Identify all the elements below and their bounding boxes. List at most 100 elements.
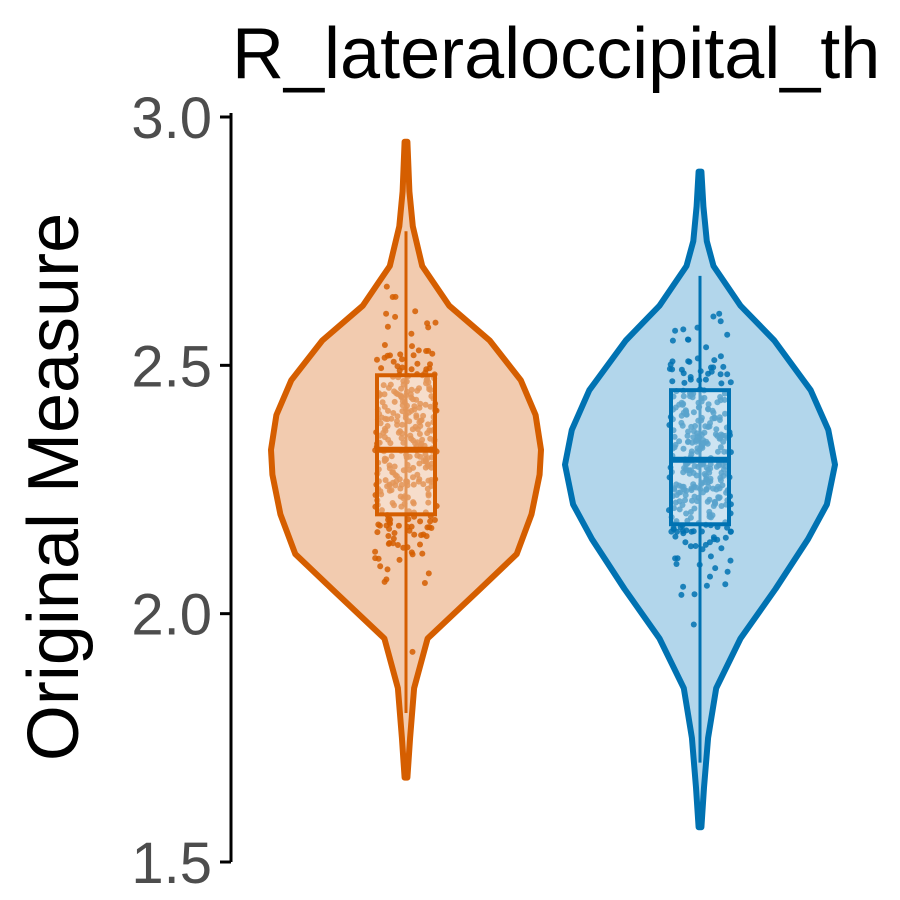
data-point (378, 507, 385, 514)
data-point (411, 406, 418, 413)
data-point (692, 543, 699, 549)
data-point (415, 347, 422, 354)
data-point (669, 378, 676, 385)
data-point (692, 423, 699, 429)
data-point (408, 435, 415, 442)
data-point (398, 385, 405, 392)
data-point (691, 463, 698, 469)
data-point (409, 551, 416, 558)
data-point (416, 460, 423, 467)
data-point (417, 541, 423, 548)
data-point (676, 438, 683, 445)
data-point (394, 363, 401, 370)
data-point (682, 492, 689, 499)
data-point (415, 478, 422, 485)
data-point (419, 550, 426, 557)
data-point (410, 500, 417, 507)
data-point (421, 580, 428, 586)
data-point (397, 351, 404, 358)
chart-title: R_lateraloccipital_th (232, 14, 880, 94)
data-point (715, 448, 721, 455)
data-point (416, 431, 423, 437)
data-point (716, 417, 723, 423)
data-point (424, 430, 431, 437)
data-point (385, 516, 392, 523)
data-point (694, 355, 701, 362)
data-point (394, 391, 401, 398)
data-point (383, 310, 390, 317)
data-point (703, 486, 710, 493)
data-point (687, 514, 694, 521)
y-axis-ticks: 1.5 2.0 2.5 3.0 (131, 86, 231, 896)
data-point (410, 481, 417, 488)
data-point (722, 581, 729, 588)
data-point (688, 467, 694, 474)
data-point (424, 320, 431, 327)
data-point (727, 528, 734, 535)
data-point (416, 404, 423, 411)
data-point (694, 445, 701, 452)
data-point (707, 573, 713, 580)
data-point (392, 293, 399, 300)
data-point (390, 540, 396, 547)
data-point (408, 366, 415, 373)
data-point (710, 534, 717, 541)
data-point (680, 583, 687, 590)
data-point (703, 472, 709, 479)
violin-group-2 (562, 168, 838, 831)
data-point (724, 371, 731, 378)
data-point (694, 324, 701, 331)
data-point (374, 529, 381, 536)
data-point (400, 467, 407, 474)
data-point (667, 361, 674, 368)
data-point (701, 429, 708, 436)
data-point (688, 448, 695, 455)
data-point (424, 524, 431, 531)
data-point (405, 516, 412, 523)
data-point (431, 517, 438, 523)
data-point (724, 331, 731, 338)
data-point (420, 412, 427, 419)
data-point (424, 460, 431, 467)
data-point (678, 419, 685, 426)
data-point (392, 482, 399, 489)
data-point (425, 477, 432, 484)
data-point (693, 438, 699, 445)
data-point (711, 498, 718, 505)
data-point (424, 485, 431, 492)
data-point (383, 456, 390, 463)
data-point (696, 403, 703, 410)
data-point (414, 360, 421, 367)
data-point (406, 466, 413, 473)
data-point (404, 461, 411, 468)
data-point (727, 557, 734, 564)
data-point (414, 452, 421, 459)
y-tick-label: 3.0 (131, 86, 212, 151)
data-point (680, 445, 687, 452)
data-point (678, 591, 685, 598)
data-point (707, 553, 714, 560)
data-point (390, 469, 397, 476)
data-point (412, 308, 419, 315)
jitter-points (666, 310, 734, 628)
data-point (669, 366, 676, 373)
data-point (711, 357, 718, 364)
data-point (379, 399, 386, 406)
data-point (696, 377, 703, 384)
data-point (691, 591, 698, 598)
data-point (400, 439, 407, 446)
data-point (718, 380, 725, 387)
data-point (412, 423, 419, 430)
data-point (679, 502, 686, 508)
data-point (401, 493, 408, 500)
data-point (710, 409, 717, 416)
data-point (382, 427, 389, 434)
data-point (717, 318, 724, 325)
data-point (687, 393, 693, 400)
data-point (409, 396, 416, 403)
data-point (385, 533, 392, 539)
data-point (720, 363, 727, 370)
data-point (687, 374, 694, 380)
data-point (713, 426, 720, 433)
data-point (696, 561, 703, 568)
